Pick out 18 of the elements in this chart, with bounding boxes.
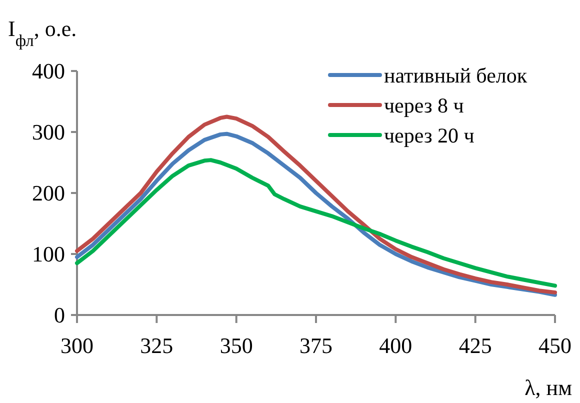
x-tick-label: 350 xyxy=(220,333,253,358)
y-tick-label: 0 xyxy=(54,302,65,328)
legend-label: через 20 ч xyxy=(384,123,475,148)
x-axis-title: λ, нм xyxy=(524,375,572,400)
x-tick-label: 400 xyxy=(379,333,412,358)
y-tick-label: 300 xyxy=(32,120,65,145)
y-tick-label: 100 xyxy=(32,242,65,267)
legend-label: через 8 ч xyxy=(384,93,464,118)
x-tick-label: 325 xyxy=(140,333,174,358)
y-tick-label: 400 xyxy=(32,58,65,84)
legend-label: нативный белок xyxy=(384,63,528,88)
x-tick-label: 300 xyxy=(60,333,94,358)
y-axis-title: I$_{фл}$, о.е. xyxy=(8,16,77,50)
x-tick-label: 425 xyxy=(458,333,492,358)
line-series xyxy=(75,158,557,288)
x-tick-label: 450 xyxy=(538,333,572,358)
y-tick-label: 200 xyxy=(32,180,65,206)
x-tick-label: 375 xyxy=(300,333,332,358)
